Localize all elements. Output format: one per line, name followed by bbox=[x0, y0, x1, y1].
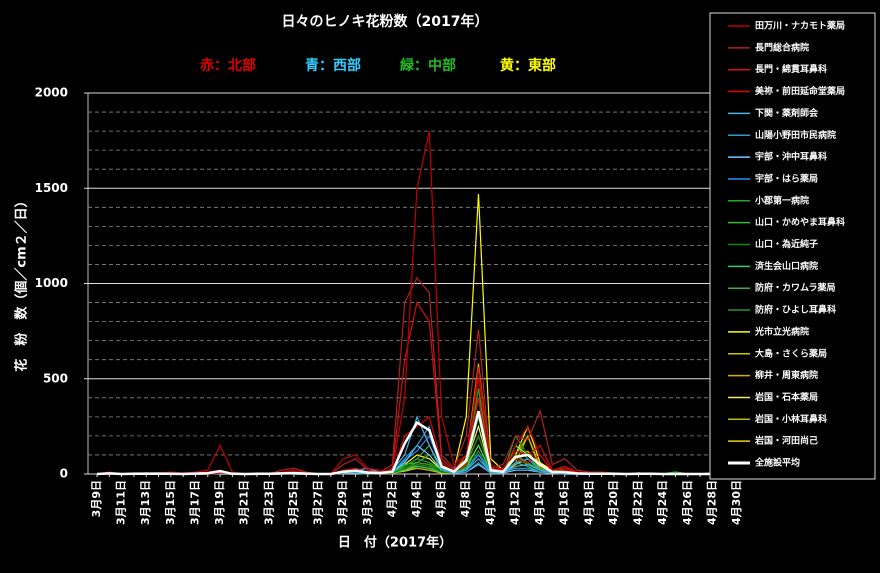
legend-box bbox=[709, 12, 876, 480]
legend-label: 山口・為近純子 bbox=[755, 238, 818, 250]
y-tick-label: 500 bbox=[43, 371, 68, 385]
y-tick-label: 1500 bbox=[35, 181, 68, 195]
x-tick-label: 4月10日 bbox=[484, 480, 497, 525]
x-tick-label: 3月29日 bbox=[336, 480, 349, 525]
x-tick-label: 3月9日 bbox=[90, 480, 103, 517]
legend-label: 岩国・河田尚己 bbox=[754, 435, 818, 447]
x-tick-label: 4月30日 bbox=[730, 480, 743, 525]
legend-label: 大島・さくら薬局 bbox=[755, 347, 827, 359]
legend-label: 防府・カワムラ薬局 bbox=[755, 282, 836, 294]
annotation: 緑：中部 bbox=[400, 57, 456, 74]
x-tick-label: 3月23日 bbox=[262, 480, 275, 525]
annotation: 黄：東部 bbox=[500, 57, 556, 74]
legend-label: 宇部・沖中耳鼻科 bbox=[755, 151, 827, 163]
x-tick-label: 3月27日 bbox=[312, 480, 325, 525]
x-tick-label: 3月25日 bbox=[287, 480, 300, 525]
y-axis-label: 花 粉 数（個／cm２／日） bbox=[14, 194, 30, 371]
legend-label: 美祢・前田延命堂薬局 bbox=[755, 85, 845, 97]
annotation: 赤：北部 bbox=[200, 57, 256, 74]
annotation: 青：西部 bbox=[305, 57, 361, 74]
legend-label: 全施設平均 bbox=[754, 457, 800, 469]
x-tick-label: 4月12日 bbox=[508, 480, 521, 525]
legend-label: 長門・綿貫耳鼻科 bbox=[755, 63, 827, 75]
legend-label: 岩国・小林耳鼻科 bbox=[754, 413, 827, 425]
y-tick-label: 2000 bbox=[35, 86, 68, 100]
legend-label: 山陽小野田市民病院 bbox=[755, 129, 836, 141]
x-axis-label: 日 付（2017年） bbox=[338, 535, 452, 551]
x-tick-label: 4月26日 bbox=[681, 480, 694, 525]
x-tick-label: 3月15日 bbox=[164, 480, 177, 525]
x-tick-label: 3月17日 bbox=[188, 480, 201, 525]
x-tick-label: 4月8日 bbox=[459, 480, 472, 517]
x-tick-label: 4月24日 bbox=[656, 480, 669, 525]
average-line bbox=[96, 410, 737, 476]
legend-label: 田万川・ナカモト薬局 bbox=[755, 20, 845, 32]
legend-label: 長門総合病院 bbox=[755, 41, 809, 53]
x-tick-label: 3月19日 bbox=[213, 480, 226, 525]
x-tick-label: 4月22日 bbox=[632, 480, 645, 525]
x-tick-label: 4月2日 bbox=[385, 480, 398, 517]
legend-label: 柳井・周東病院 bbox=[755, 369, 818, 381]
legend-label: 山口・かめやま耳鼻科 bbox=[755, 216, 845, 228]
x-tick-label: 4月4日 bbox=[410, 480, 423, 517]
x-tick-label: 3月21日 bbox=[238, 480, 251, 525]
x-tick-label: 3月11日 bbox=[115, 480, 128, 525]
legend-label: 宇部・はら薬局 bbox=[755, 172, 818, 184]
x-tick-label: 4月16日 bbox=[558, 480, 571, 525]
legend-label: 小郡第一病院 bbox=[754, 194, 809, 206]
chart-title: 日々のヒノキ花粉数（2017年） bbox=[282, 13, 489, 30]
y-tick-label: 0 bbox=[60, 467, 68, 481]
y-tick-label: 1000 bbox=[35, 276, 68, 290]
x-tick-label: 4月14日 bbox=[533, 480, 546, 525]
x-tick-label: 4月18日 bbox=[582, 480, 595, 525]
x-tick-label: 4月20日 bbox=[607, 480, 620, 525]
x-tick-label: 4月6日 bbox=[435, 480, 448, 517]
x-tick-label: 4月28日 bbox=[705, 480, 718, 525]
legend-label: 光市立光病院 bbox=[754, 325, 809, 337]
legend-label: 下関・薬剤師会 bbox=[755, 107, 819, 119]
x-tick-label: 3月13日 bbox=[139, 480, 152, 525]
legend-label: 済生会山口病院 bbox=[755, 260, 818, 272]
x-tick-label: 3月31日 bbox=[361, 480, 374, 525]
legend-label: 岩国・石本薬局 bbox=[754, 391, 818, 403]
legend-label: 防府・ひよし耳鼻科 bbox=[755, 304, 836, 316]
